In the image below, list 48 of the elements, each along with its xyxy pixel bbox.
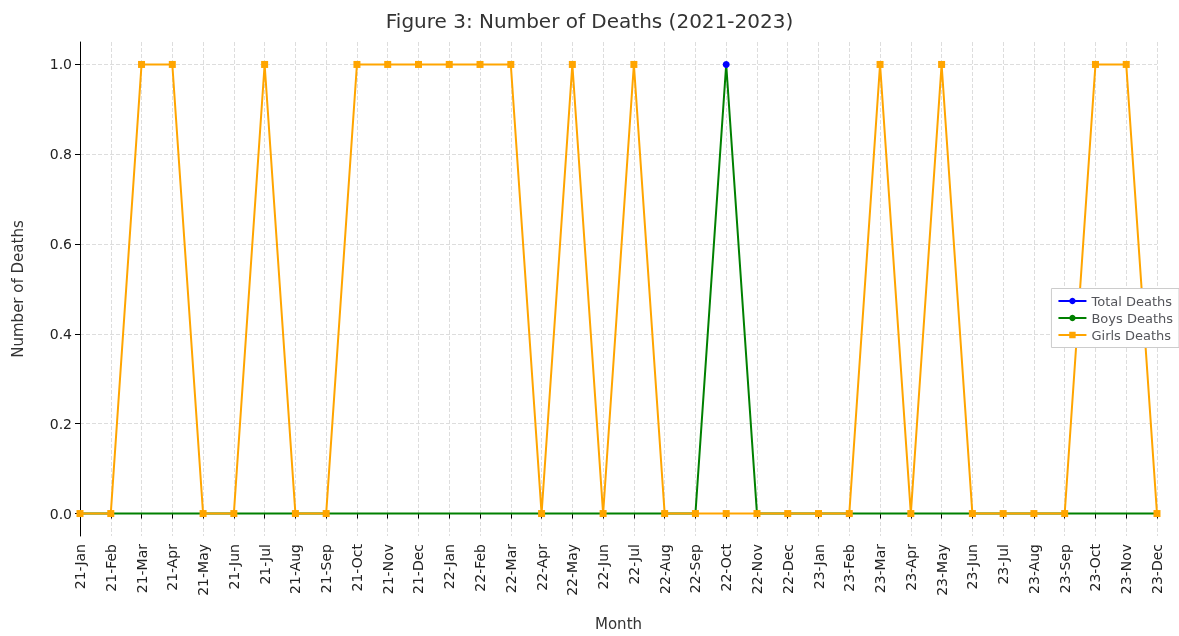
x-tick-label: 21-Jun [225, 544, 242, 590]
y-axis-title: Number of Deaths [8, 220, 27, 358]
x-tick-label: 23-May [933, 544, 950, 596]
y-tick-label: 0.4 [49, 325, 73, 342]
y-tick-label: 0.8 [49, 146, 72, 163]
legend-label: Girls Deaths [1091, 327, 1172, 343]
x-tick-label: 23-Mar [872, 543, 889, 594]
x-tick-label: 22-Apr [533, 543, 550, 591]
x-tick-label: 22-Nov [748, 544, 765, 595]
x-tick-label: 22-Mar [502, 543, 519, 594]
y-tick-label: 0.6 [49, 236, 73, 253]
x-tick-label: 21-Jan [72, 544, 88, 590]
x-tick-label: 22-Dec [779, 544, 796, 594]
x-tick-label: 21-Apr [164, 543, 181, 591]
x-tick-label: 22-Oct [718, 543, 735, 592]
chart-title: Figure 3: Number of Deaths (2021-2023) [385, 9, 794, 33]
x-tick-label: 21-Oct [348, 543, 365, 592]
x-tick-label: 22-Jul [625, 544, 642, 585]
y-tick-label: 1.0 [49, 56, 72, 73]
x-tick-label: 23-Jul [995, 544, 1012, 585]
x-axis-title: Month [594, 614, 643, 633]
x-tick-label: 21-May [195, 544, 212, 596]
x-tick-label: 23-Aug [1025, 544, 1042, 594]
x-tick-label: 22-Feb [472, 543, 489, 592]
x-tick-label: 21-Nov [379, 544, 396, 595]
legend-label: Total Deaths [1090, 293, 1173, 309]
x-tick-label: 23-Apr [902, 543, 919, 591]
x-tick-label: 22-Jun [595, 544, 612, 590]
x-tick-label: 23-Jun [964, 544, 981, 590]
x-tick-label: 21-Aug [287, 544, 304, 594]
x-tick-label: 23-Sep [1056, 543, 1073, 594]
x-tick-label: 21-Dec [410, 544, 427, 594]
x-tick-label: 23-Feb [841, 543, 858, 592]
legend-label: Boys Deaths [1091, 310, 1174, 326]
x-tick-label: 22-May [564, 544, 581, 596]
x-tick-label: 21-Mar [133, 543, 150, 594]
y-tick-label: 0.2 [49, 415, 72, 432]
x-tick-label: 22-Jan [441, 544, 458, 590]
x-tick-label: 22-Sep [687, 543, 704, 594]
x-tick-label: 23-Dec [1149, 544, 1165, 594]
y-tick-label: 0.0 [49, 505, 72, 522]
x-tick-label: 22-Aug [656, 544, 673, 594]
x-tick-label: 23-Oct [1087, 543, 1104, 592]
x-tick-label: 23-Jan [810, 544, 827, 590]
x-tick-label: 23-Nov [1118, 544, 1135, 595]
x-tick-label: 21-Sep [318, 543, 335, 594]
x-tick-label: 21-Jul [256, 544, 273, 585]
x-tick-label: 21-Feb [102, 543, 119, 592]
